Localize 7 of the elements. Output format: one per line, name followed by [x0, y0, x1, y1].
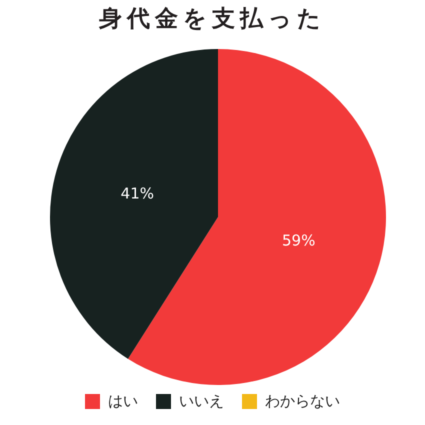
data-label: 59% — [282, 231, 316, 250]
data-label: 41% — [120, 184, 154, 203]
legend-label: わからない — [265, 392, 340, 411]
legend-label: いいえ — [179, 392, 224, 411]
chart-title: 身代金を支払った — [98, 5, 327, 34]
pie-slice — [50, 49, 218, 359]
legend-label: はい — [108, 392, 138, 411]
